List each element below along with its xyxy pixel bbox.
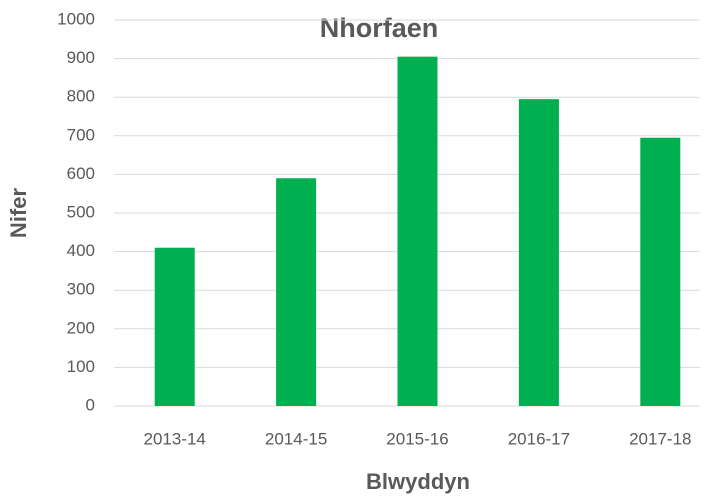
x-tick-label: 2013-14 (144, 429, 206, 448)
y-tick-label: 700 (67, 125, 95, 144)
y-tick-label: 100 (67, 357, 95, 376)
x-tick-label: 2014-15 (265, 429, 327, 448)
y-tick-label: 800 (67, 87, 95, 106)
x-tick-label: 2017-18 (629, 429, 691, 448)
y-tick-label: 900 (67, 48, 95, 67)
y-tick-label: 300 (67, 280, 95, 299)
bar (518, 99, 559, 406)
bar (397, 56, 438, 407)
y-tick-label: 200 (67, 318, 95, 337)
bar (276, 178, 317, 406)
x-tick-label: 2015-16 (386, 429, 448, 448)
chart-title: Nhorfaen (320, 13, 439, 43)
y-axis-label: Nifer (6, 188, 31, 239)
y-tick-label: 1000 (57, 9, 95, 28)
bar (154, 247, 195, 406)
bar (640, 137, 681, 407)
y-tick-label: 600 (67, 164, 95, 183)
x-axis-label: Blwyddyn (366, 469, 470, 494)
x-tick-label: 2016-17 (508, 429, 570, 448)
y-tick-label: 0 (86, 395, 95, 414)
y-tick-label: 500 (67, 202, 95, 221)
y-tick-label: 400 (67, 241, 95, 260)
